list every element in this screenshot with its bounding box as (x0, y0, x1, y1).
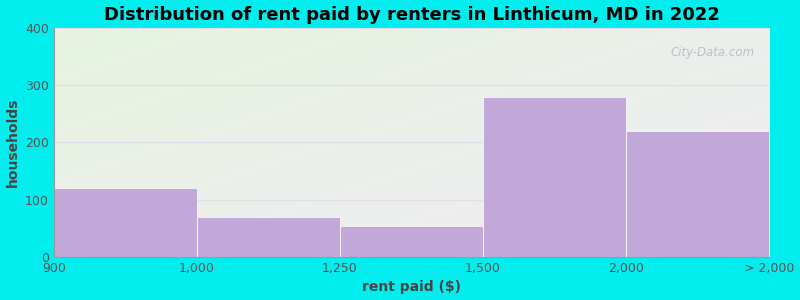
Bar (197, 217, 340, 257)
Text: City-Data.com: City-Data.com (671, 46, 755, 59)
Y-axis label: households: households (6, 98, 19, 187)
Bar (340, 226, 483, 257)
Title: Distribution of rent paid by renters in Linthicum, MD in 2022: Distribution of rent paid by renters in … (104, 6, 719, 24)
Bar (54, 188, 197, 257)
Bar (483, 97, 626, 257)
Bar (626, 131, 770, 257)
X-axis label: rent paid ($): rent paid ($) (362, 280, 461, 294)
